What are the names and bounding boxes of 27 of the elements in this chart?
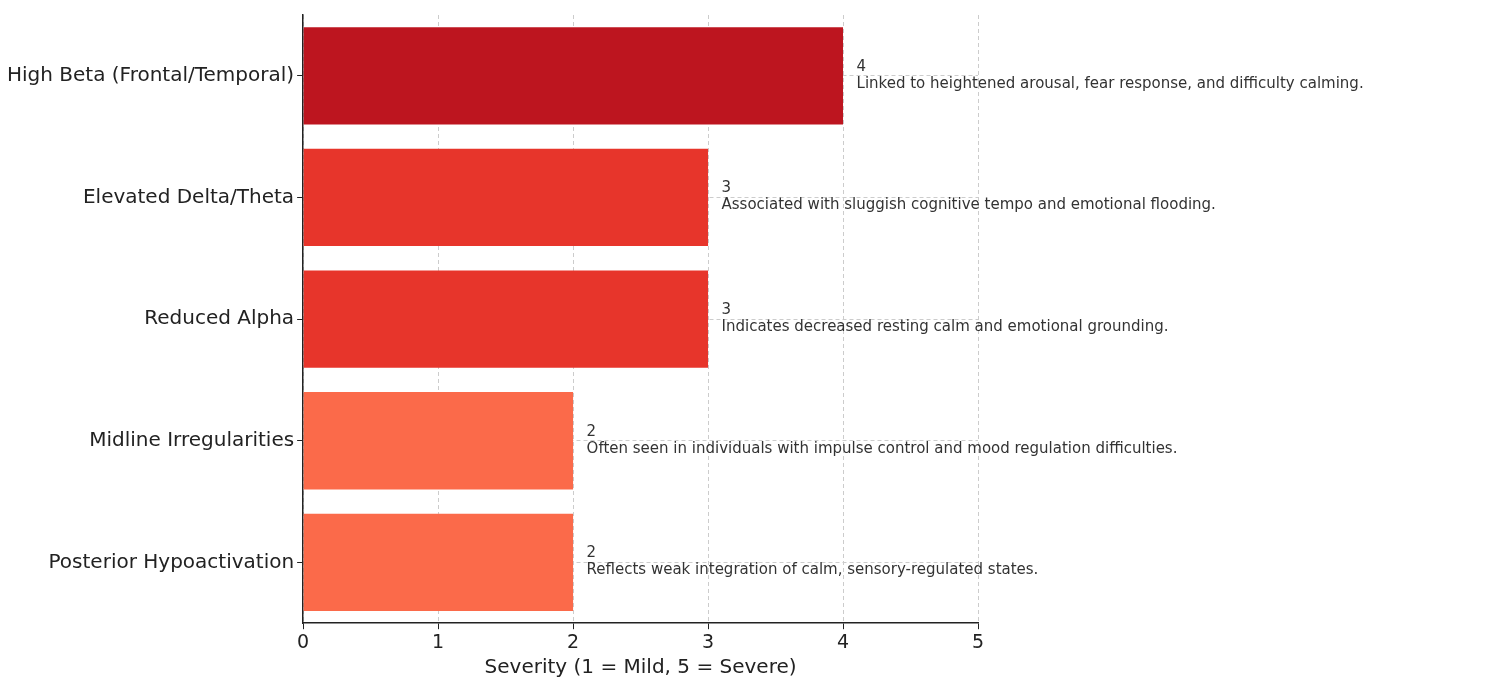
x-tick-label: 1 xyxy=(432,629,445,652)
data-label: 2 xyxy=(586,421,597,440)
x-tick-label: 4 xyxy=(836,629,850,652)
bar xyxy=(303,148,709,247)
x-tick-label: 0 xyxy=(297,629,310,652)
data-label: 4 xyxy=(856,56,867,75)
data-label: 3 xyxy=(721,299,732,318)
x-tick-label: 3 xyxy=(702,629,715,652)
y-tick-label: Reduced Alpha xyxy=(144,305,295,330)
bar xyxy=(303,27,844,125)
annotation: Often seen in individuals with impulse control and mood regulation difficulties. xyxy=(586,438,1178,457)
annotation: Linked to heightened arousal, fear response, and difficulty calming. xyxy=(856,73,1364,92)
data-label: 3 xyxy=(721,178,732,197)
x-tick-label: 2 xyxy=(567,629,580,652)
data-label: 2 xyxy=(586,543,597,562)
y-tick-label: High Beta (Frontal/Temporal) xyxy=(6,62,295,87)
y-tick-label: Midline Irregularities xyxy=(89,426,295,451)
bar xyxy=(303,270,709,368)
bar xyxy=(303,513,574,612)
x-tick-label: 5 xyxy=(971,629,985,652)
y-tick-label: Posterior Hypoactivation xyxy=(48,548,295,573)
x-axis-title: Severity (1 = Mild, 5 = Severe) xyxy=(484,654,797,679)
bar xyxy=(303,392,574,490)
y-tick-label: Elevated Delta/Theta xyxy=(82,183,295,208)
annotation: Reflects weak integration of calm, sensory-regulated states. xyxy=(586,560,1039,579)
annotation: Indicates decreased resting calm and emotional grounding. xyxy=(721,316,1169,335)
annotation: Associated with sluggish cognitive tempo and emotional flooding. xyxy=(721,195,1216,214)
